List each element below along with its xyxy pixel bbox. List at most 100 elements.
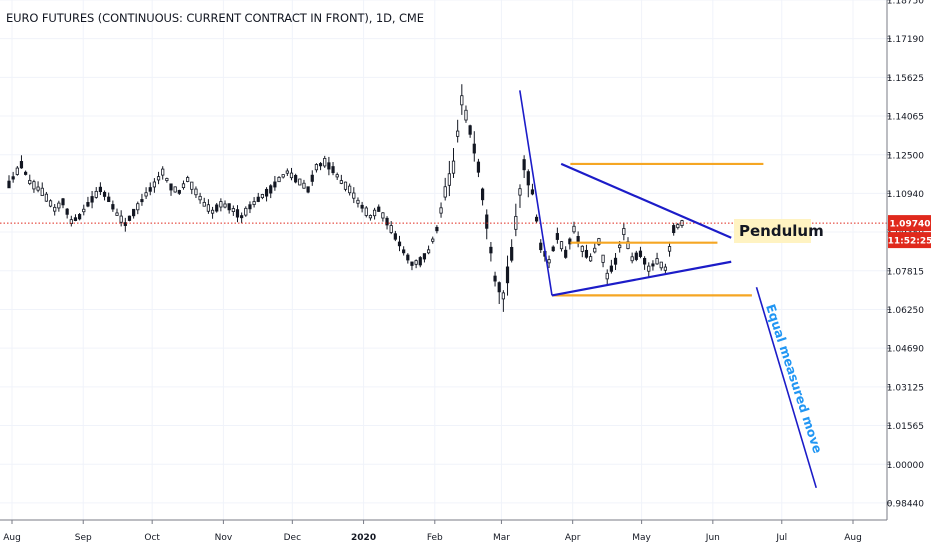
candle-body — [48, 200, 53, 207]
candle-body — [219, 201, 223, 208]
candle-body — [526, 171, 530, 186]
countdown-label: 11:52:25 — [888, 237, 932, 247]
candle-body — [269, 185, 273, 194]
candle-body — [281, 174, 285, 178]
price-tick-label: 1.10940 — [887, 190, 924, 200]
countdown-tag-bg — [888, 232, 931, 249]
time-tick-label: 2020 — [351, 533, 376, 543]
candle-body — [593, 247, 597, 253]
candle-body — [443, 186, 447, 198]
candle-body — [659, 261, 663, 269]
candle-body — [485, 214, 489, 229]
candle-body — [547, 259, 551, 264]
candle-body — [613, 257, 618, 265]
measured-move-line — [519, 90, 553, 296]
candle-body — [78, 214, 82, 220]
candle-body — [190, 181, 194, 190]
candle-body — [223, 203, 227, 208]
candle-body — [202, 201, 206, 207]
candle-body — [414, 260, 418, 265]
chart-title: EURO FUTURES (CONTINUOUS: CURRENT CONTRA… — [6, 11, 424, 25]
price-tick-label: 1.06250 — [887, 306, 924, 316]
candle-body — [518, 188, 522, 196]
candle-body — [177, 190, 181, 194]
candle-body — [468, 125, 472, 135]
candle-body — [277, 176, 281, 183]
candle-body — [240, 215, 244, 219]
candle-body — [601, 254, 605, 263]
candle-body — [244, 207, 248, 216]
candle-body — [294, 174, 298, 183]
candle-body — [605, 272, 609, 280]
countdown-tag: 11:52:25 — [888, 232, 932, 249]
time-tick-label: Jun — [705, 533, 720, 543]
candle-body — [510, 246, 514, 261]
candle-body — [397, 241, 402, 247]
candle-body — [32, 181, 36, 190]
candle-body — [352, 192, 356, 199]
pendulum-label-group: Pendulum — [734, 219, 824, 243]
last-price-tag: 1.09740 — [888, 215, 931, 232]
candle-body — [44, 193, 48, 202]
price-tick-label: 1.14065 — [887, 113, 924, 123]
candle-body — [98, 186, 102, 193]
candle-body — [385, 217, 389, 226]
candle-body — [306, 186, 310, 193]
price-tick-label: 1.12500 — [887, 151, 924, 161]
candle-body — [136, 203, 140, 211]
candle-body — [618, 244, 622, 249]
candle-body — [115, 212, 119, 216]
candle-body — [393, 233, 397, 240]
candle-body — [327, 162, 331, 170]
candle-body — [348, 185, 352, 194]
candle-body — [476, 161, 481, 173]
candle-body — [215, 204, 219, 212]
time-tick-label: Aug — [3, 533, 21, 543]
candle-body — [90, 196, 94, 203]
candle-body — [119, 215, 123, 223]
candle-body — [539, 242, 543, 251]
candle-body — [264, 188, 269, 197]
price-tick-label: 1.15625 — [887, 74, 924, 84]
candle-body — [206, 204, 211, 212]
candle-body — [564, 249, 568, 258]
time-tick-label: Sep — [75, 533, 92, 543]
candle-body — [65, 208, 69, 215]
candle-body — [111, 204, 115, 210]
candle-body — [431, 238, 435, 242]
candle-body — [609, 265, 613, 272]
candle-body — [107, 196, 111, 203]
candle-body — [298, 178, 302, 186]
last-price-tag-bg — [888, 215, 931, 232]
candle-body — [406, 254, 410, 261]
candle-body — [57, 202, 61, 209]
candle-body — [186, 177, 190, 182]
candle-body — [568, 238, 572, 245]
candle-body — [522, 159, 526, 171]
candle-body — [439, 207, 443, 214]
candle-body — [472, 143, 476, 154]
candle-body — [36, 186, 40, 191]
candle-body — [584, 249, 589, 258]
candle-body — [480, 188, 485, 201]
candle-body — [331, 166, 335, 174]
candle-body — [148, 187, 152, 192]
candle-body — [364, 207, 368, 216]
price-tick-label: 1.01565 — [887, 422, 924, 432]
candle-body — [61, 198, 65, 206]
time-tick-label: May — [632, 533, 651, 543]
candle-body — [169, 183, 173, 191]
time-tick-label: Jul — [775, 533, 787, 543]
candle-body — [28, 179, 32, 185]
last-price-label: 1.09740 — [890, 220, 931, 230]
candle-body — [663, 266, 667, 271]
candle-body — [622, 228, 626, 235]
candle-body — [132, 208, 136, 217]
candle-body — [314, 164, 319, 171]
candle-body — [194, 188, 198, 196]
candle-body — [86, 202, 90, 207]
candle-body — [260, 194, 265, 199]
candle-body — [11, 176, 15, 180]
candle-body — [227, 203, 231, 211]
